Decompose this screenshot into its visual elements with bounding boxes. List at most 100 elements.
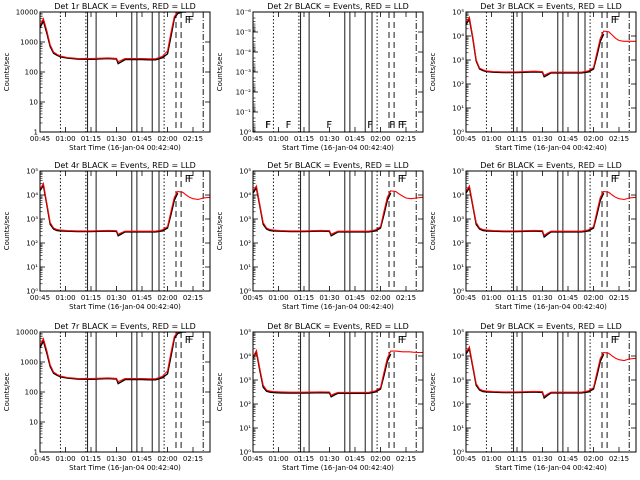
y-tick-label: 10⁰ [239,288,251,296]
flag-label: F [185,174,191,185]
y-tick-label: 10⁵ [452,9,464,17]
y-tick-label: 10⁴ [452,33,464,41]
x-tick-label: 00:45 [456,135,476,143]
flag-label: F [614,15,620,26]
series-line-lld [40,12,210,63]
series-line-lld [466,15,636,77]
x-tick-label: 01:15 [294,455,314,463]
y-tick-label: 10⁵ [452,168,464,176]
y-tick-label: 10⁻³ [236,69,252,77]
x-tick-label: 01:00 [481,135,501,143]
chart-title: Det 4r BLACK = Events, RED = LLD [54,161,196,170]
flag-label: F [401,335,407,346]
flag-label: F [286,120,292,131]
series-line-events [40,12,187,65]
plot-frame [465,170,637,292]
y-axis-label: Counts/sec [429,53,437,92]
chart-title: Det 5r BLACK = Events, RED = LLD [267,161,409,170]
y-tick-label: 10⁴ [452,192,464,200]
y-tick-label: 10² [239,240,251,248]
x-tick-label: 01:30 [532,135,552,143]
flag-label: F [401,174,407,185]
x-tick-label: 01:45 [345,135,365,143]
x-tick-label: 01:30 [319,135,339,143]
y-tick-label: 10¹ [26,264,38,272]
y-tick-label: 10 [29,419,38,427]
x-tick-label: 00:45 [30,135,50,143]
chart-title: Det 9r BLACK = Events, RED = LLD [480,322,622,331]
x-axis-label: Start Time (16-Jan-04 00:42:40) [69,464,181,472]
flag-label: F [185,335,191,346]
x-tick-label: 01:45 [558,294,578,302]
y-tick-label: 10⁰ [26,288,38,296]
x-tick-label: 01:30 [106,455,126,463]
y-axis-label: Counts/sec [216,373,224,412]
chart-title: Det 8r BLACK = Events, RED = LLD [267,322,409,331]
y-tick-label: 10² [452,81,464,89]
y-tick-label: 10⁵ [239,168,251,176]
flag-label: F [398,335,404,346]
y-axis-label: Counts/sec [3,212,11,251]
chart-panel: Det 1r BLACK = Events, RED = LLD Counts/s… [3,2,211,152]
flag-label: F [188,15,194,26]
flag-label: F [614,174,620,185]
flag-label: F [188,174,194,185]
flag-label: F [611,335,617,346]
y-tick-label: 10⁵ [452,329,464,337]
x-axis-label: Start Time (16-Jan-04 00:42:40) [282,464,394,472]
x-axis-label: Start Time (16-Jan-04 00:42:40) [495,303,607,311]
chart-title: Det 3r BLACK = Events, RED = LLD [480,2,622,11]
y-axis-label: Counts/sec [429,373,437,412]
x-tick-label: 01:30 [106,294,126,302]
series-group [40,181,210,237]
y-tick-label: 10⁴ [239,353,251,361]
plot-frame [39,11,211,133]
y-tick-label: 10³ [239,216,251,224]
y-tick-label: 10¹ [452,105,464,113]
flag-label: F [265,120,271,131]
x-tick-label: 01:15 [294,294,314,302]
x-tick-label: 02:00 [370,135,390,143]
chart-panel: Det 3r BLACK = Events, RED = LLD Counts/s… [429,2,637,152]
series-line-lld [253,184,423,236]
flag-label: F [398,120,404,131]
plot-frame [39,331,211,453]
series-line-events [466,346,605,400]
x-tick-label: 02:15 [396,455,416,463]
x-tick-label: 01:15 [81,455,101,463]
series-line-events [40,332,187,385]
y-tick-label: 10² [26,240,38,248]
y-tick-label: 10¹ [452,264,464,272]
series-group [253,348,423,398]
y-tick-label: 10⁵ [239,329,251,337]
series-group [40,332,210,385]
chart-title: Det 7r BLACK = Events, RED = LLD [54,322,196,331]
series-group [253,184,423,237]
chart-title: Det 6r BLACK = Events, RED = LLD [480,161,622,170]
y-tick-label: 10³ [452,216,464,224]
series-line-lld [40,332,210,383]
y-axis-label: Counts/sec [216,212,224,251]
x-tick-label: 02:15 [183,135,203,143]
x-axis-label: Start Time (16-Jan-04 00:42:40) [69,303,181,311]
y-tick-label: 1000 [20,359,38,367]
plot-frame [465,331,637,453]
chart-panel: Det 4r BLACK = Events, RED = LLD Counts/s… [3,161,211,311]
y-tick-label: 10² [452,401,464,409]
flag-label: F [611,15,617,26]
chart-panel: Det 6r BLACK = Events, RED = LLD Counts/s… [429,161,637,311]
x-tick-label: 02:15 [396,135,416,143]
y-tick-label: 100 [25,69,38,77]
y-tick-label: 10² [452,240,464,248]
x-tick-label: 01:00 [481,294,501,302]
y-tick-label: 10000 [16,9,38,17]
x-tick-label: 02:00 [157,455,177,463]
plot-frame [252,331,424,453]
flag-label: F [185,15,191,26]
y-tick-label: 10¹ [239,425,251,433]
x-tick-label: 02:15 [183,455,203,463]
x-tick-label: 02:00 [157,294,177,302]
plot-frame [252,170,424,292]
x-tick-label: 02:00 [583,135,603,143]
x-tick-label: 00:45 [30,455,50,463]
